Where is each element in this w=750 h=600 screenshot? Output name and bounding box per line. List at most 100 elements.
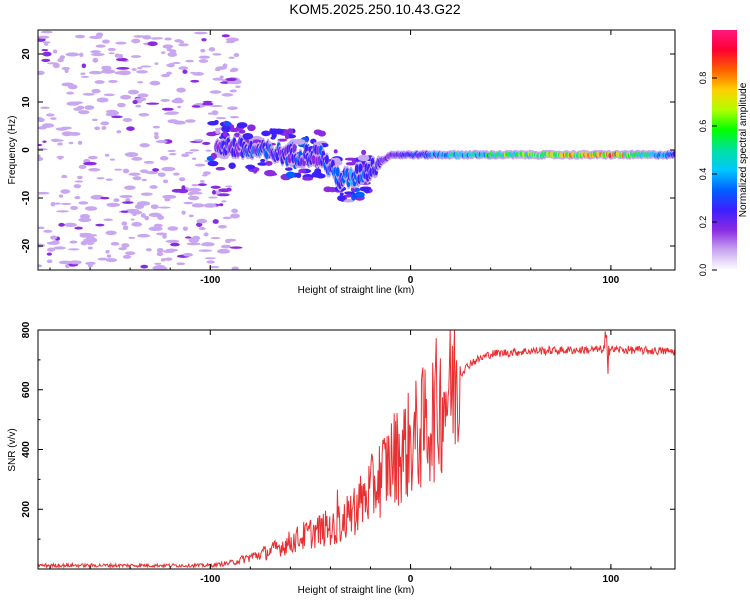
colorbar-tick-label: 0.8 xyxy=(698,72,708,85)
spectrogram-scatter-cell xyxy=(222,131,228,138)
spectrogram-noise-cell xyxy=(149,185,158,189)
spectrogram-noise-cell xyxy=(74,180,84,183)
spectrogram-noise-cell xyxy=(38,191,50,195)
spectrogram-noise-cell xyxy=(206,260,215,264)
spectrogram-noise-cell xyxy=(46,247,56,252)
spectrogram-noise-cell xyxy=(38,70,45,76)
spectrogram-scatter-cell xyxy=(313,129,323,135)
spectrogram-scatter-cell xyxy=(270,136,276,140)
spectrogram-noise-cell xyxy=(217,225,227,229)
spectrogram-scatter-cell xyxy=(238,129,246,134)
spectrogram-noise-cell xyxy=(212,77,224,81)
spectrogram-noise-cell xyxy=(190,79,200,83)
spectrogram-noise-cell xyxy=(107,47,116,52)
chart-title: KOM5.2025.250.10.43.G22 xyxy=(289,1,461,17)
spectrogram-noise-cell xyxy=(187,195,200,201)
colorbar-tick-label: 0.0 xyxy=(698,264,708,277)
spectrogram-noise-cell xyxy=(230,115,239,119)
spectrogram-noise-cell xyxy=(227,106,238,110)
spectrogram-noise-cell xyxy=(235,85,241,88)
spectrogram-noise-cell xyxy=(231,266,239,270)
spectrogram-noise-cell xyxy=(154,262,162,265)
colorbar xyxy=(712,30,737,270)
spectrogram-scatter-cell xyxy=(357,154,370,162)
spectrogram-noise-cell xyxy=(96,32,104,37)
spectrogram-noise-cell xyxy=(91,118,98,122)
spectrogram-noise-cell xyxy=(182,226,188,231)
spectrogram-noise-cell xyxy=(231,208,239,214)
spectrogram-noise-cell xyxy=(158,172,166,177)
spectrogram-scatter-cell xyxy=(286,128,294,136)
spectrogram-ridge-cell xyxy=(311,154,316,165)
spectrogram-noise-cell xyxy=(68,248,80,251)
spectrogram-noise-cell xyxy=(122,225,129,231)
spectrogram-noise-cell xyxy=(94,126,100,131)
spectrogram-scatter-cell xyxy=(228,162,236,170)
spectrogram-noise-cell xyxy=(225,185,233,188)
spectrogram-y-tick-label: -20 xyxy=(21,238,32,253)
spectrogram-noise-cell xyxy=(119,194,133,198)
spectrogram-noise-cell xyxy=(84,105,95,110)
spectrogram-noise-cell xyxy=(106,254,112,258)
spectrogram-noise-cell xyxy=(90,50,101,54)
snr-y-tick-label: 800 xyxy=(21,321,32,338)
spectrogram-noise-cell xyxy=(118,247,127,251)
spectrogram-noise-cell xyxy=(61,131,73,137)
spectrogram-noise-cell xyxy=(163,112,175,115)
spectrogram-scatter-cell xyxy=(296,172,302,179)
spectrogram-noise-cell xyxy=(105,178,113,181)
spectrogram-noise-cell xyxy=(136,70,148,74)
spectrogram-noise-cell xyxy=(42,140,47,143)
spectrogram-noise-cell xyxy=(178,66,189,70)
spectrogram-noise-cell xyxy=(162,249,175,253)
spectrogram-noise-cell xyxy=(60,126,73,130)
spectrogram-noise-cell xyxy=(103,218,114,222)
spectrogram-noise-cell xyxy=(128,172,141,176)
spectrogram-noise-cell xyxy=(162,194,177,199)
spectrogram-noise-cell xyxy=(182,69,188,74)
spectrogram-noise-cell xyxy=(174,97,183,102)
spectrogram-noise-cell xyxy=(212,53,222,56)
spectrogram-scatter-cell xyxy=(361,149,367,156)
spectrogram-noise-cell xyxy=(133,35,145,38)
spectrogram-scatter-cell xyxy=(339,192,344,196)
spectrogram-noise-cell xyxy=(145,102,160,105)
spectrogram-frame xyxy=(37,29,676,271)
spectrogram-noise-cell xyxy=(116,130,122,134)
spectrogram-noise-cell xyxy=(40,106,50,110)
spectrogram-noise-cell xyxy=(156,247,164,253)
snr-x-tick-label: -100 xyxy=(200,574,220,585)
spectrogram-noise-cell xyxy=(102,39,110,44)
spectrogram-noise-cell xyxy=(225,40,235,44)
spectrogram-noise-cell xyxy=(162,179,169,184)
spectrogram-noise-cell xyxy=(42,51,52,57)
spectrogram-noise-cell xyxy=(177,105,182,109)
colorbar-tick-label: 0.6 xyxy=(698,120,708,133)
spectrogram-noise-cell xyxy=(189,149,200,152)
spectrogram-noise-cell xyxy=(154,62,159,66)
snr-frame xyxy=(37,329,676,570)
spectrogram-scatter-cell xyxy=(323,186,333,193)
spectrogram-noise-cell xyxy=(164,198,171,202)
spectrogram-noise-cell xyxy=(221,93,234,97)
spectrogram-noise-cell xyxy=(74,34,86,39)
spectrogram-noise-cell xyxy=(61,174,68,179)
spectrogram-noise-cell xyxy=(104,153,110,157)
spectrogram-noise-cell xyxy=(196,218,208,224)
spectrogram-noise-cell xyxy=(115,41,127,45)
spectrogram-noise-cell xyxy=(202,171,211,175)
spectrogram-noise-cell xyxy=(216,193,230,197)
spectrogram-noise-cell xyxy=(101,69,116,74)
spectrogram-noise-cell xyxy=(202,141,211,145)
spectrogram-noise-cell xyxy=(226,187,232,192)
spectrogram-noise-cell xyxy=(194,163,206,167)
spectrogram-noise-cell xyxy=(77,140,83,145)
spectrogram-noise-cell xyxy=(100,196,110,200)
spectrogram-noise-cell xyxy=(162,234,167,239)
spectrogram-noise-cell xyxy=(52,63,60,69)
snr-x-tick-label: 100 xyxy=(603,574,620,585)
spectrogram-noise-cell xyxy=(65,52,80,57)
spectrogram-noise-cell xyxy=(78,110,90,115)
spectrogram-scatter-cell xyxy=(344,191,355,195)
spectrogram-noise-cell xyxy=(185,119,196,123)
